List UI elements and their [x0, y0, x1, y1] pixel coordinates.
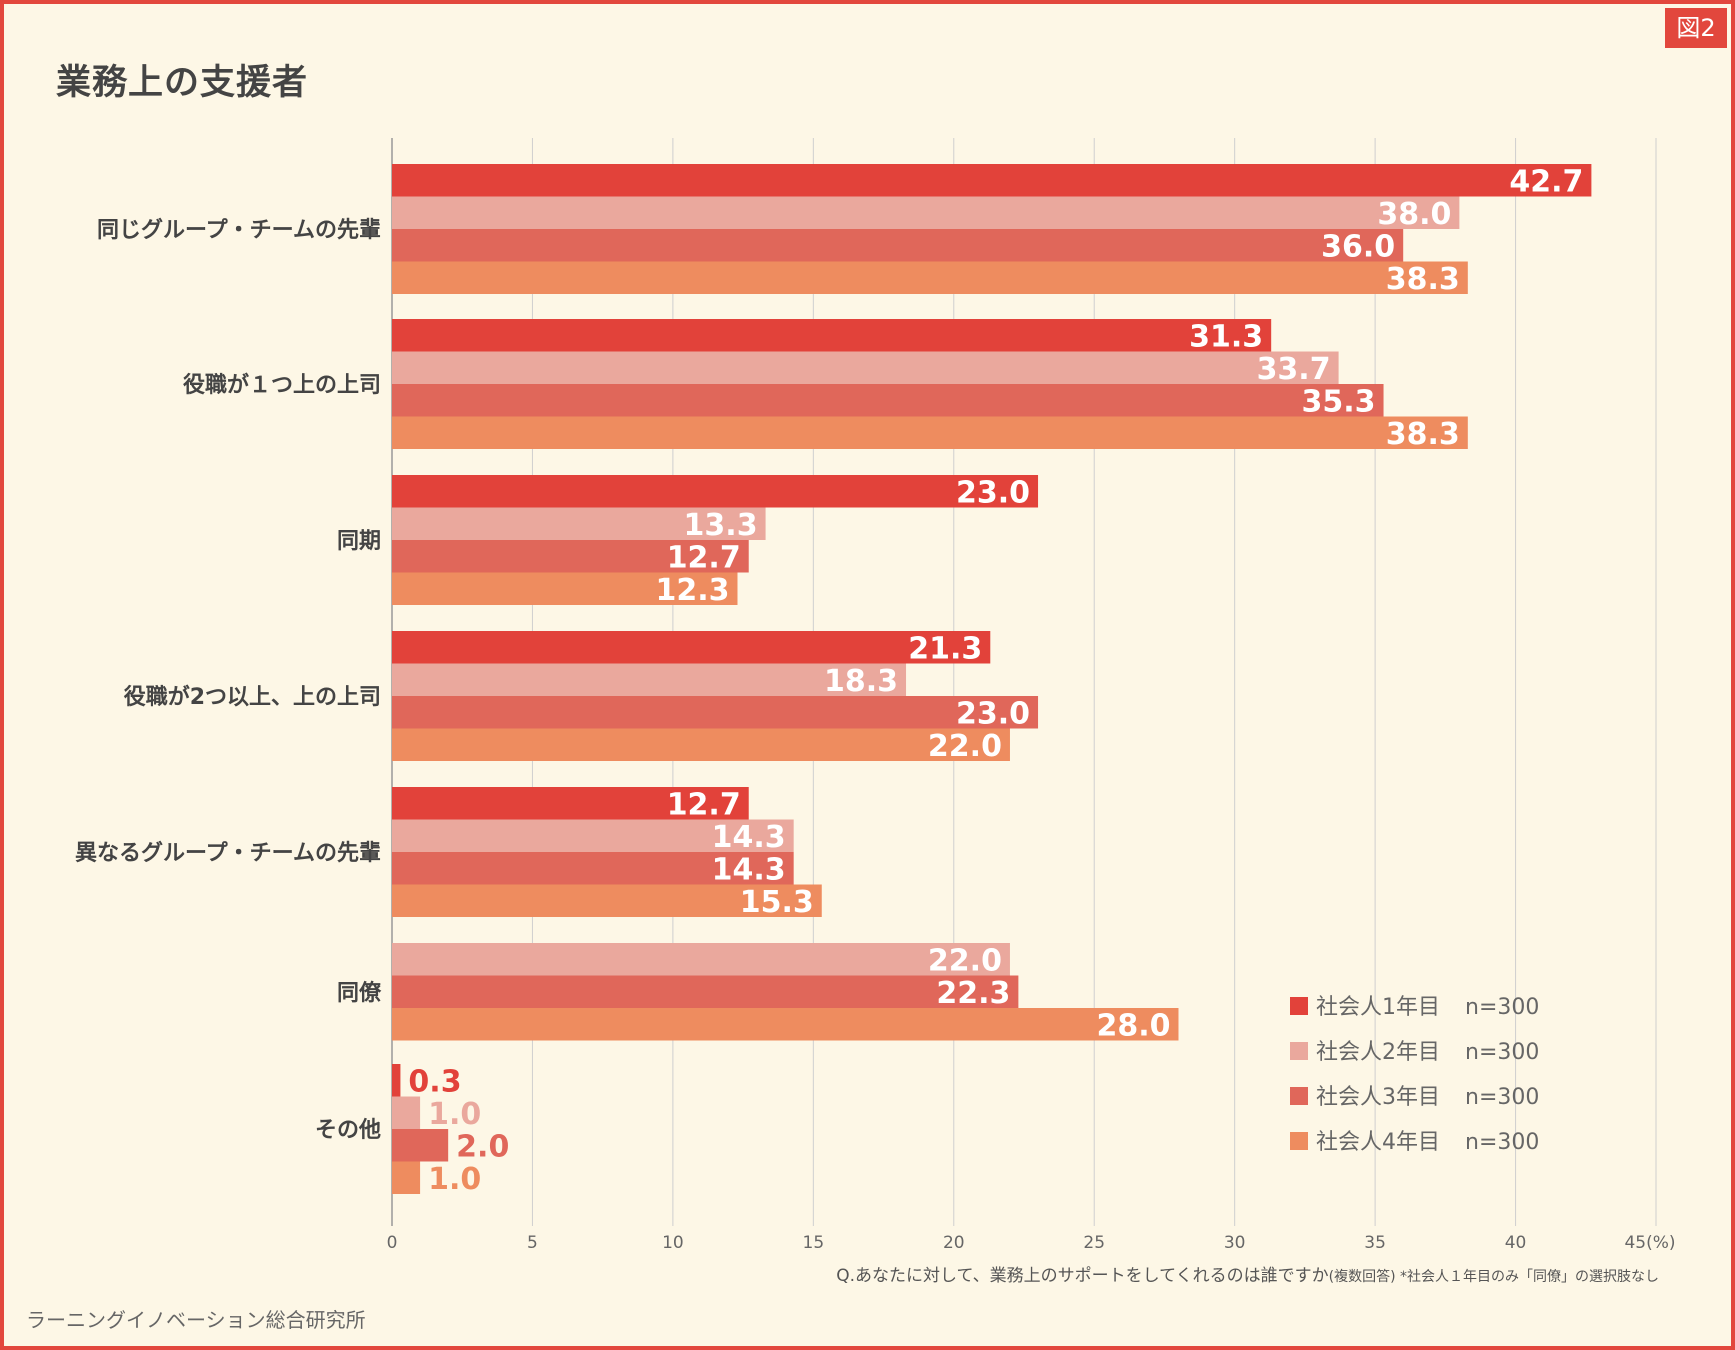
bar	[392, 631, 991, 664]
bar	[392, 663, 907, 696]
bar-value-label: 12.7	[667, 787, 741, 822]
bar	[392, 696, 1039, 729]
bar-value-label: 38.0	[1377, 197, 1451, 232]
bar	[392, 1096, 421, 1129]
bar	[392, 319, 1272, 352]
bar	[392, 164, 1592, 197]
bar-value-label: 1.0	[428, 1162, 481, 1197]
bar-value-label: 21.3	[908, 631, 982, 666]
legend-swatch	[1290, 1042, 1308, 1060]
category-label: 役職が１つ上の上司	[183, 372, 381, 398]
bar-value-label: 23.0	[956, 696, 1030, 731]
bar-value-label: 38.3	[1386, 417, 1460, 452]
legend-series-name: 社会人2年目	[1316, 1040, 1440, 1065]
question-note: (複数回答) *社会人１年目のみ「同僚」の選択肢なし	[1328, 1269, 1659, 1285]
x-tick-label: 0	[387, 1233, 398, 1253]
x-tick-label: 10	[662, 1233, 684, 1253]
legend-series-n: n=300	[1465, 1085, 1539, 1110]
category-label: 役職が2つ以上、上の上司	[124, 684, 381, 710]
bar	[392, 787, 749, 820]
bar-value-label: 12.7	[667, 540, 741, 575]
x-tick-label: 25	[1083, 1233, 1105, 1253]
question-main: Q.あなたに対して、業務上のサポートをしてくれるのは誰ですか	[836, 1266, 1329, 1286]
bar	[392, 819, 794, 852]
category-labels: 同じグループ・チームの先輩役職が１つ上の上司同期役職が2つ以上、上の上司異なるグ…	[75, 217, 382, 1143]
bar	[392, 351, 1339, 384]
x-tick-label: 20	[943, 1233, 965, 1253]
bar-value-label: 14.3	[712, 820, 786, 855]
x-axis-ticks: 0 5 10 15 20 25 30 35 40 45(%)	[387, 1233, 1676, 1253]
x-tick-label: 15	[803, 1233, 825, 1253]
question-text: Q.あなたに対して、業務上のサポートをしてくれるのは誰ですか(複数回答) *社会…	[836, 1261, 1659, 1286]
category-label: 異なるグループ・チームの先輩	[75, 840, 381, 866]
legend-swatch	[1290, 1087, 1308, 1105]
bar-value-label: 36.0	[1321, 229, 1395, 264]
bar	[392, 572, 738, 605]
bar-value-label: 12.3	[655, 573, 729, 608]
bar-value-label: 38.3	[1386, 262, 1460, 297]
legend-swatch	[1290, 997, 1308, 1015]
bar	[392, 1161, 421, 1194]
bar	[392, 1008, 1179, 1041]
figure-badge: 図2	[1665, 8, 1727, 48]
bar	[392, 416, 1468, 449]
legend-series-n: n=300	[1465, 1040, 1539, 1065]
bar-value-label: 22.0	[928, 729, 1002, 764]
bar-value-label: 31.3	[1189, 319, 1263, 354]
bar	[392, 229, 1404, 262]
category-label: その他	[315, 1118, 381, 1143]
bar	[392, 540, 749, 573]
category-label: 同僚	[337, 980, 382, 1006]
legend-series-n: n=300	[1465, 995, 1539, 1020]
legend-series-n: n=300	[1465, 1130, 1539, 1155]
x-tick-label: 5	[527, 1233, 538, 1253]
legend-swatch	[1290, 1132, 1308, 1150]
source-credit: ラーニングイノベーション総合研究所	[26, 1308, 366, 1332]
bar-value-label: 28.0	[1096, 1008, 1170, 1043]
bar	[392, 884, 822, 917]
x-tick-label: 30	[1224, 1233, 1246, 1253]
bar	[392, 196, 1460, 229]
bar	[392, 507, 766, 540]
bar-value-label: 18.3	[824, 664, 898, 699]
bar	[392, 852, 794, 885]
chart-title: 業務上の支援者	[56, 63, 309, 103]
category-label: 同期	[337, 529, 381, 554]
bar-value-label: 0.3	[408, 1064, 461, 1099]
x-tick-label: 45(%)	[1624, 1233, 1675, 1253]
legend-series-name: 社会人4年目	[1316, 1130, 1440, 1155]
bar-value-label: 1.0	[428, 1097, 481, 1132]
bar	[392, 1064, 401, 1097]
bar-value-label: 42.7	[1509, 164, 1583, 199]
x-tick-label: 35	[1364, 1233, 1386, 1253]
category-label: 同じグループ・チームの先輩	[97, 217, 381, 243]
bar	[392, 1129, 449, 1162]
bar	[392, 975, 1019, 1008]
bar-value-label: 35.3	[1302, 384, 1376, 419]
bar-value-label: 22.0	[928, 943, 1002, 978]
bar	[392, 943, 1010, 976]
bar-value-label: 2.0	[456, 1129, 509, 1164]
bars: 42.738.036.038.331.333.735.338.323.013.3…	[392, 164, 1592, 1197]
bar-value-label: 15.3	[740, 885, 814, 920]
bar	[392, 261, 1468, 294]
bar-value-label: 22.3	[936, 976, 1010, 1011]
bar-value-label: 23.0	[956, 475, 1030, 510]
bar-value-label: 13.3	[684, 508, 758, 543]
legend-series-name: 社会人3年目	[1316, 1085, 1440, 1110]
legend-series-name: 社会人1年目	[1316, 995, 1440, 1020]
bar	[392, 728, 1010, 761]
bar-value-label: 14.3	[712, 852, 786, 887]
bar	[392, 475, 1039, 508]
bar-value-label: 33.7	[1257, 352, 1331, 387]
x-tick-label: 40	[1505, 1233, 1527, 1253]
bar	[392, 384, 1384, 417]
legend: 社会人1年目 n=300 社会人2年目 n=300 社会人3年目 n=300 社会人4年目 n…	[1290, 995, 1539, 1155]
